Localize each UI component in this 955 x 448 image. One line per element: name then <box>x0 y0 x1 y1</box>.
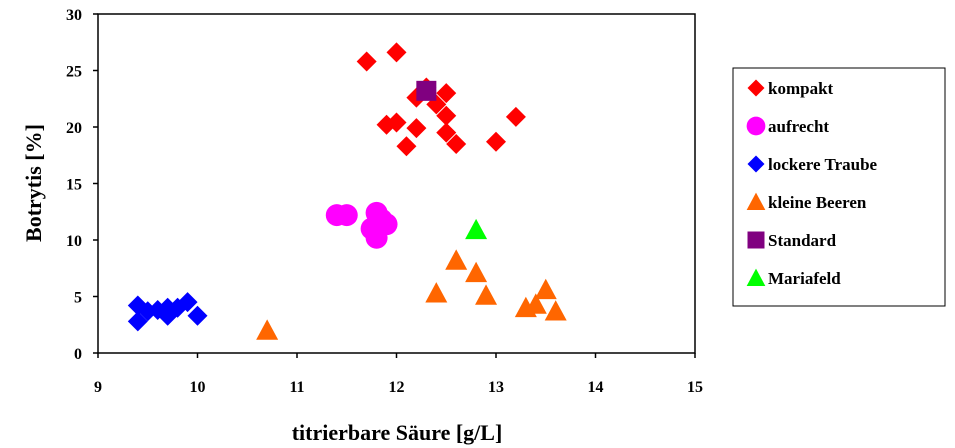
point-kompakt <box>386 112 407 133</box>
point-kompakt <box>396 136 417 157</box>
legend-marker-kleine-beeren <box>746 192 766 210</box>
x-tick-label: 10 <box>190 379 206 396</box>
legend-label-kleine-beeren: kleine Beeren <box>768 193 867 212</box>
x-tick-label: 15 <box>687 379 703 396</box>
point-kleine-beeren <box>445 249 468 270</box>
legend-box <box>732 67 946 307</box>
point-aufrecht <box>370 208 393 231</box>
point-kompakt <box>436 122 457 143</box>
point-kompakt <box>505 106 526 127</box>
legend-label-mariafeld: Mariafeld <box>768 269 841 288</box>
y-tick-label: 20 <box>66 120 82 137</box>
x-tick-label: 9 <box>94 379 102 396</box>
point-kleine-beeren <box>256 319 279 340</box>
point-kleine-beeren <box>544 300 567 321</box>
point-kleine-beeren <box>465 261 488 283</box>
legend-label-lockere-traube: lockere Traube <box>768 155 878 174</box>
axis-ticks <box>93 13 696 358</box>
point-mariafeld <box>465 218 488 240</box>
point-kompakt <box>436 105 457 126</box>
point-kompakt <box>406 118 427 139</box>
point-kompakt <box>446 133 467 154</box>
point-standard <box>416 80 437 101</box>
legend-marker-lockere-traube <box>747 155 765 173</box>
point-kleine-beeren <box>425 282 448 303</box>
point-kompakt <box>436 83 457 104</box>
legend-label-aufrecht: aufrecht <box>768 117 829 136</box>
y-tick-label: 30 <box>66 7 82 24</box>
x-axis-title: titrierbare Säure [g/L] <box>292 420 503 445</box>
x-tick-label: 13 <box>488 379 504 396</box>
point-kleine-beeren <box>534 278 557 300</box>
point-lockere-traube <box>167 297 188 318</box>
point-kleine-beeren <box>475 284 498 305</box>
point-lockere-traube <box>127 311 148 332</box>
x-tick-label: 14 <box>588 379 604 396</box>
legend-marker-kompakt <box>747 79 765 97</box>
legend-label-standard: Standard <box>768 231 837 250</box>
point-kompakt <box>486 131 506 152</box>
data-points <box>127 42 567 340</box>
point-kleine-beeren <box>524 293 547 314</box>
point-lockere-traube <box>187 305 208 326</box>
y-tick-label: 10 <box>66 233 82 250</box>
tick-labels: 9 10 11 12 13 14 15 0 5 10 15 20 25 30 <box>66 7 703 396</box>
y-tick-label: 5 <box>74 290 82 307</box>
legend-label-kompakt: kompakt <box>768 79 834 98</box>
point-kompakt <box>386 42 407 63</box>
point-aufrecht <box>365 226 388 249</box>
y-tick-label: 15 <box>66 177 82 194</box>
legend: kompakt aufrecht lockere Traube kleine Beer… <box>732 67 946 307</box>
legend-marker-standard <box>747 231 765 249</box>
y-tick-label: 0 <box>74 346 82 363</box>
x-tick-label: 11 <box>289 379 304 396</box>
x-tick-label: 12 <box>389 379 405 396</box>
legend-marker-aufrecht <box>746 116 766 136</box>
legend-marker-mariafeld <box>746 268 766 286</box>
point-kompakt <box>356 51 377 72</box>
y-tick-label: 25 <box>66 64 82 81</box>
point-aufrecht <box>335 204 358 227</box>
y-axis-title: Botrytis [%] <box>21 124 46 242</box>
